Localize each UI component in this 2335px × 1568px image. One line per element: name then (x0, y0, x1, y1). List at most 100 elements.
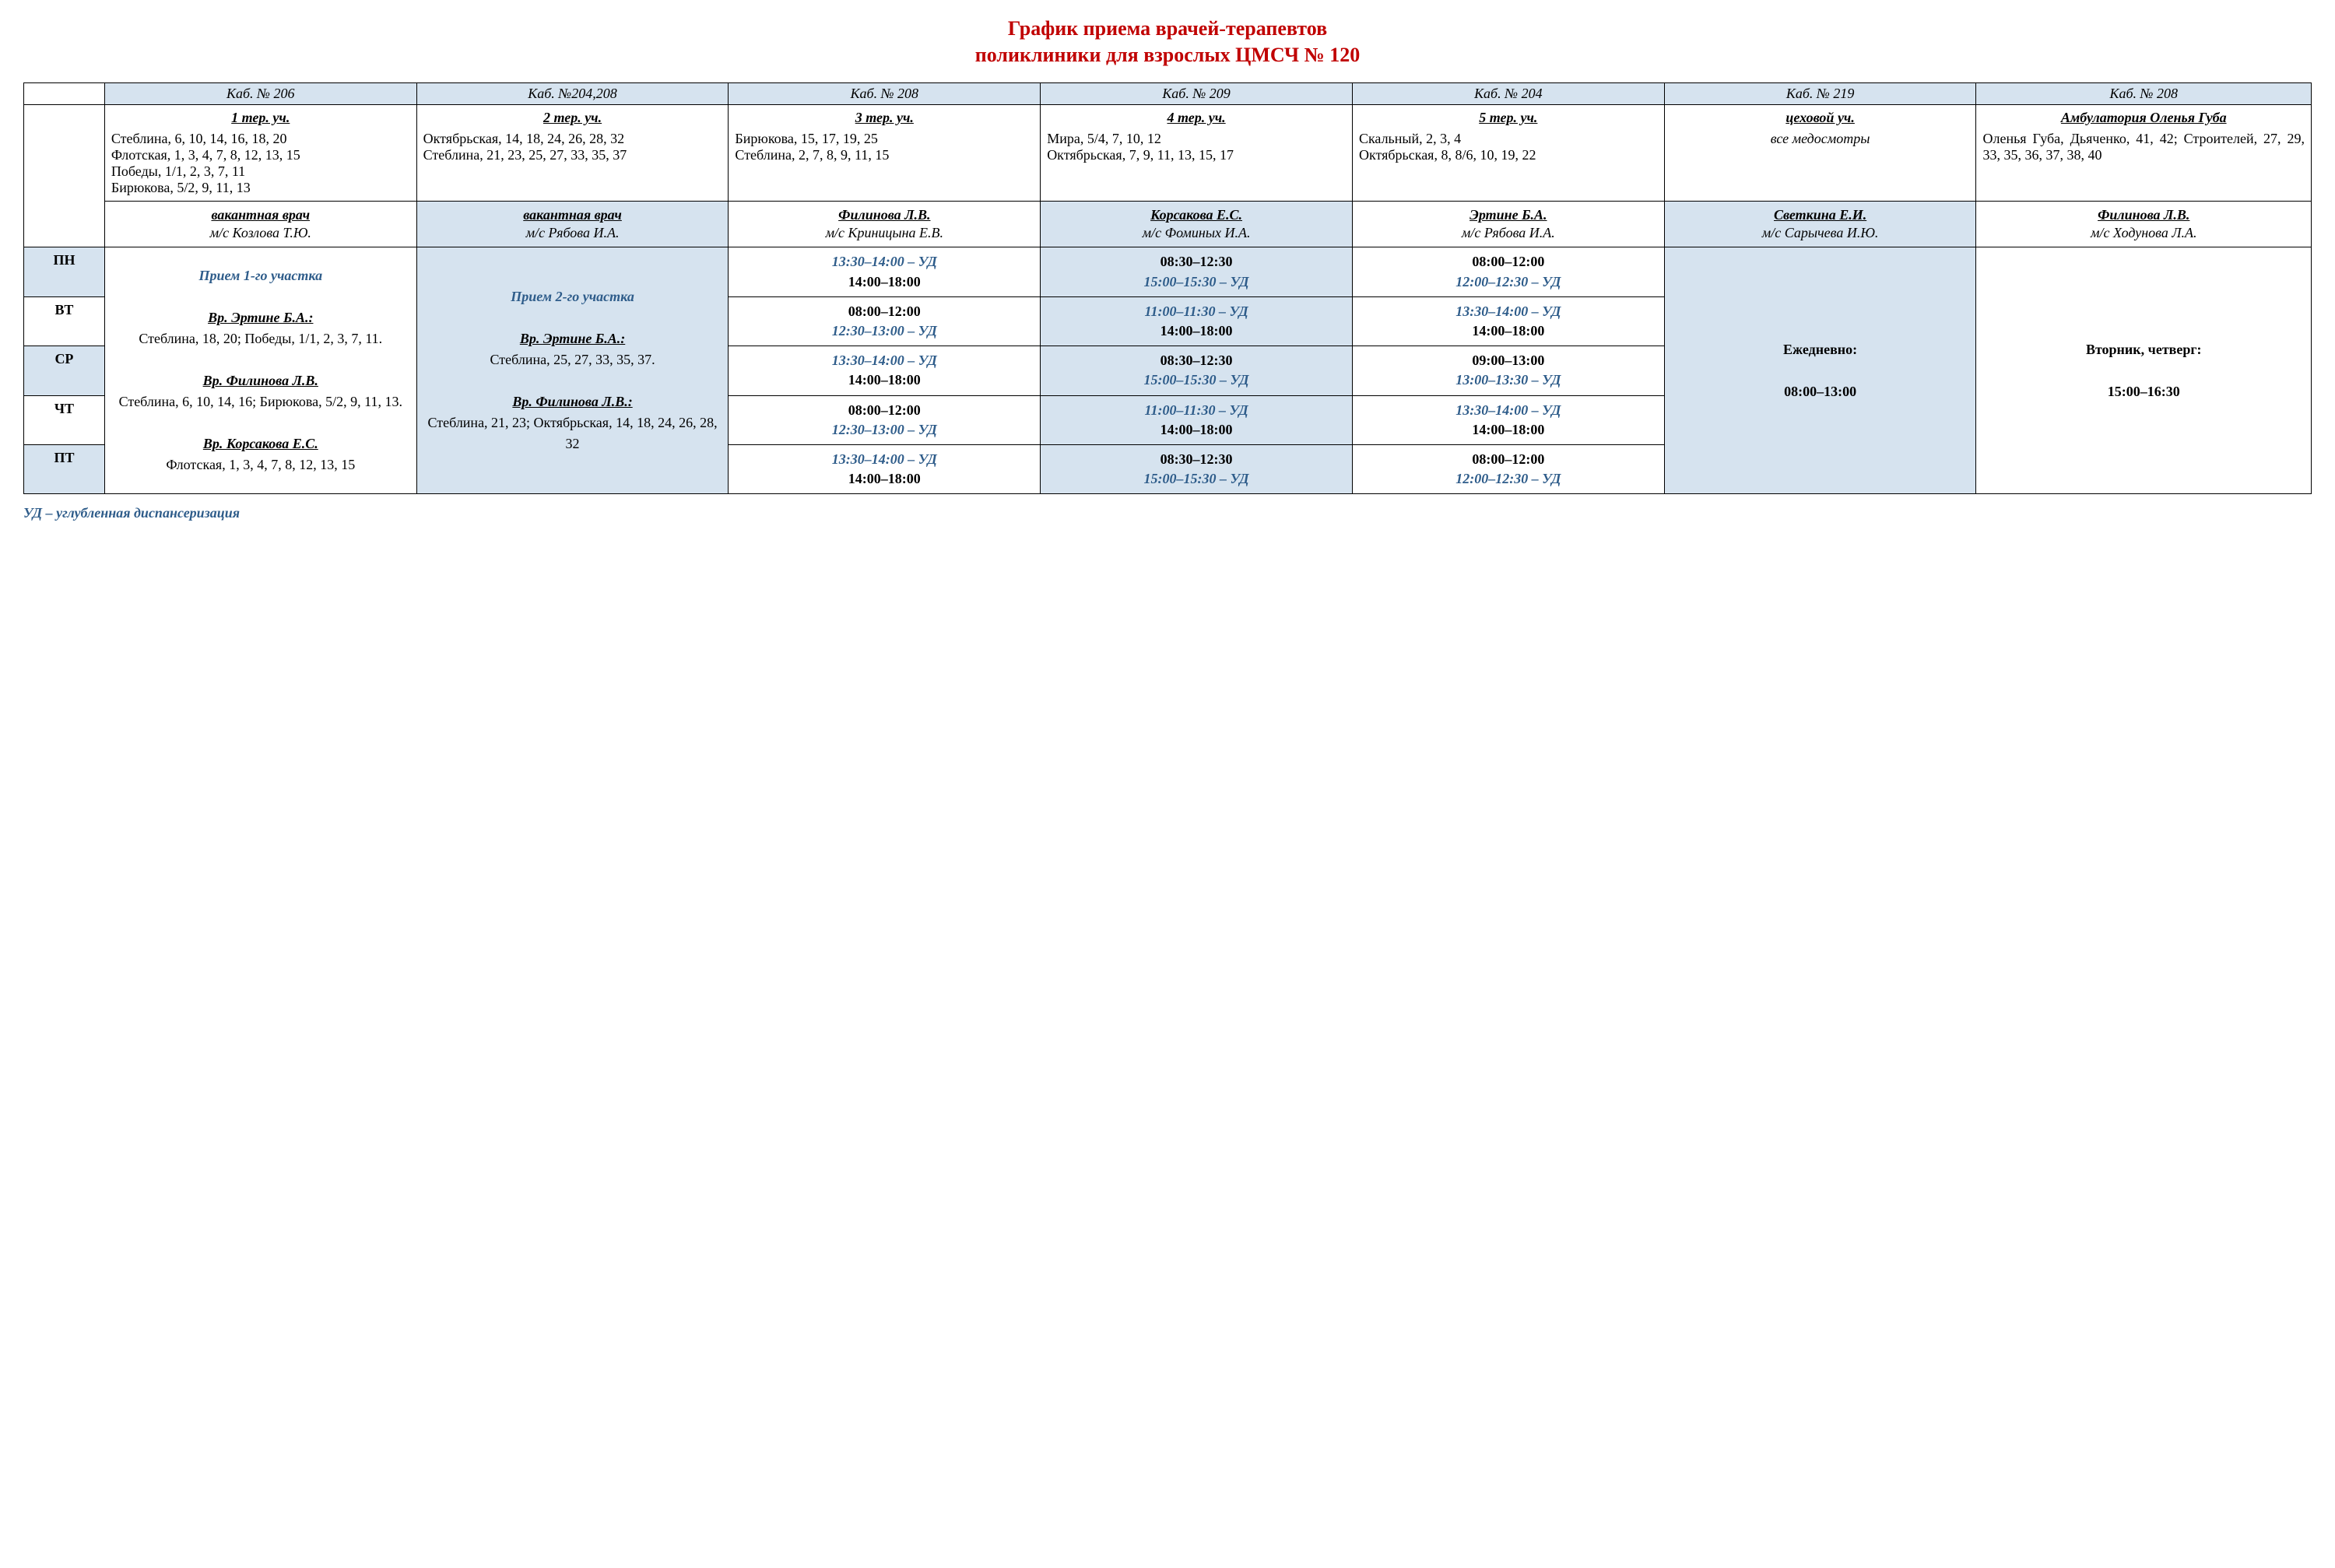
area-cell: 4 тер. уч. Мира, 5/4, 7, 10, 12 Октябрьс… (1041, 104, 1353, 201)
sched-c5-fri: 08:00–12:00 12:00–12:30 – УД (1352, 444, 1664, 493)
nurse-name: м/с Рябова И.А. (1462, 225, 1555, 240)
area-header: 1 тер. уч. (111, 110, 410, 126)
ud-time: 13:00–13:30 – УД (1455, 372, 1561, 388)
nurse-name: м/с Криницына Е.В. (826, 225, 943, 240)
main-time: 09:00–13:00 (1472, 353, 1544, 368)
main-time: 08:00–12:00 (848, 402, 921, 418)
col6-l1: Ежедневно: (1783, 342, 1857, 357)
page-title: График приема врачей-терапевтов поликлин… (23, 16, 2312, 68)
doctor-cell: вакантная врач м/с Рябова И.А. (416, 201, 729, 247)
col2-doc1: Вр. Эртине Б.А.: (423, 328, 722, 349)
col2-doc2: Вр. Филинова Л.В.: (423, 391, 722, 412)
col2-doc1-txt: Стеблина, 25, 27, 33, 35, 37. (423, 349, 722, 370)
ud-time: 11:00–11:30 – УД (1145, 303, 1248, 319)
area-addresses: Бирюкова, 15, 17, 19, 25 Стеблина, 2, 7,… (735, 131, 1034, 163)
sched-c5-wed: 09:00–13:00 13:00–13:30 – УД (1352, 346, 1664, 395)
sched-c4-thu: 11:00–11:30 – УД 14:00–18:00 (1041, 395, 1353, 444)
main-time: 14:00–18:00 (848, 471, 921, 486)
col1-doc2-txt: Стеблина, 6, 10, 14, 16; Бирюкова, 5/2, … (111, 391, 410, 412)
area-cell: цеховой уч. все медосмотры (1664, 104, 1976, 201)
footnote: УД – углубленная диспансеризация (23, 505, 2312, 521)
main-time: 14:00–18:00 (848, 274, 921, 289)
area-addresses: Октябрьская, 14, 18, 24, 26, 28, 32 Стеб… (423, 131, 722, 163)
col1-doc2: Вр. Филинова Л.В. (111, 370, 410, 391)
col7-merged: Вторник, четверг: 15:00–16:30 (1976, 247, 2312, 494)
ud-time: 15:00–15:30 – УД (1144, 274, 1249, 289)
sched-c3-mon: 13:30–14:00 – УД 14:00–18:00 (729, 247, 1041, 296)
main-time: 14:00–18:00 (1472, 422, 1544, 437)
area-addresses: Мира, 5/4, 7, 10, 12 Октябрьская, 7, 9, … (1047, 131, 1346, 163)
schedule-table: Каб. № 206 Каб. №204,208 Каб. № 208 Каб.… (23, 82, 2312, 495)
ud-time: 12:30–13:00 – УД (832, 422, 937, 437)
ud-time: 12:00–12:30 – УД (1455, 274, 1561, 289)
col2-merged: Прием 2-го участка Вр. Эртине Б.А.: Стеб… (416, 247, 729, 494)
col1-title: Прием 1-го участка (111, 265, 410, 286)
sched-c4-fri: 08:30–12:30 15:00–15:30 – УД (1041, 444, 1353, 493)
area-subtext: все медосмотры (1671, 131, 1970, 147)
col1-merged: Прием 1-го участка Вр. Эртине Б.А.: Стеб… (104, 247, 416, 494)
room-header: Каб. № 204 (1352, 82, 1664, 104)
main-time: 08:30–12:30 (1160, 254, 1233, 269)
day-tue: ВТ (24, 296, 105, 346)
doctor-name: Эртине Б.А. (1469, 207, 1547, 223)
doctor-cell: вакантная врач м/с Козлова Т.Ю. (104, 201, 416, 247)
doctor-name: вакантная врач (523, 207, 622, 223)
room-header: Каб. № 208 (729, 82, 1041, 104)
sched-c5-thu: 13:30–14:00 – УД 14:00–18:00 (1352, 395, 1664, 444)
ud-time: 13:30–14:00 – УД (832, 451, 937, 467)
area-addresses: Стеблина, 6, 10, 14, 16, 18, 20 Флотская… (111, 131, 410, 196)
ud-time: 12:30–13:00 – УД (832, 323, 937, 339)
main-time: 08:30–12:30 (1160, 451, 1233, 467)
sched-c5-mon: 08:00–12:00 12:00–12:30 – УД (1352, 247, 1664, 296)
col2-doc2-txt: Стеблина, 21, 23; Октябрьская, 14, 18, 2… (423, 412, 722, 454)
doctor-name: Корсакова Е.С. (1150, 207, 1242, 223)
main-time: 14:00–18:00 (1472, 323, 1544, 339)
room-header: Каб. № 208 (1976, 82, 2312, 104)
sched-c3-fri: 13:30–14:00 – УД 14:00–18:00 (729, 444, 1041, 493)
doctor-name: Филинова Л.В. (2098, 207, 2189, 223)
day-thu: ЧТ (24, 395, 105, 444)
nurse-name: м/с Сарычева И.Ю. (1762, 225, 1879, 240)
corner-cell (24, 82, 105, 104)
main-time: 14:00–18:00 (1160, 422, 1233, 437)
area-cell: Амбулатория Оленья Губа Оленья Губа, Дья… (1976, 104, 2312, 201)
sched-c4-tue: 11:00–11:30 – УД 14:00–18:00 (1041, 296, 1353, 346)
col1-doc1: Вр. Эртине Б.А.: (111, 307, 410, 328)
col7-l2: 15:00–16:30 (2108, 384, 2180, 399)
col7-l1: Вторник, четверг: (2086, 342, 2202, 357)
sched-c5-tue: 13:30–14:00 – УД 14:00–18:00 (1352, 296, 1664, 346)
main-time: 08:00–12:00 (1472, 254, 1544, 269)
sched-c3-tue: 08:00–12:00 12:30–13:00 – УД (729, 296, 1041, 346)
ud-time: 13:30–14:00 – УД (832, 353, 937, 368)
doctor-cell: Светкина Е.И. м/с Сарычева И.Ю. (1664, 201, 1976, 247)
col2-title: Прием 2-го участка (423, 286, 722, 307)
sched-c3-thu: 08:00–12:00 12:30–13:00 – УД (729, 395, 1041, 444)
area-cell: 3 тер. уч. Бирюкова, 15, 17, 19, 25 Стеб… (729, 104, 1041, 201)
doctor-cell: Эртине Б.А. м/с Рябова И.А. (1352, 201, 1664, 247)
room-header: Каб. № 209 (1041, 82, 1353, 104)
main-time: 08:00–12:00 (848, 303, 921, 319)
day-wed: СР (24, 346, 105, 395)
sched-c4-mon: 08:30–12:30 15:00–15:30 – УД (1041, 247, 1353, 296)
area-cell: 5 тер. уч. Скальный, 2, 3, 4 Октябрьская… (1352, 104, 1664, 201)
nurse-name: м/с Фоминых И.А. (1143, 225, 1251, 240)
doctor-cell: Филинова Л.В. м/с Криницына Е.В. (729, 201, 1041, 247)
main-time: 14:00–18:00 (1160, 323, 1233, 339)
ud-time: 13:30–14:00 – УД (832, 254, 937, 269)
area-cell: 2 тер. уч. Октябрьская, 14, 18, 24, 26, … (416, 104, 729, 201)
room-header: Каб. № 219 (1664, 82, 1976, 104)
nurse-name: м/с Козлова Т.Ю. (210, 225, 311, 240)
nurse-name: м/с Ходунова Л.А. (2091, 225, 2197, 240)
col6-merged: Ежедневно: 08:00–13:00 (1664, 247, 1976, 494)
title-line-2: поликлиники для взрослых ЦМСЧ № 120 (975, 44, 1360, 66)
ud-time: 13:30–14:00 – УД (1455, 303, 1561, 319)
doctor-name: Филинова Л.В. (838, 207, 930, 223)
col6-l2: 08:00–13:00 (1784, 384, 1856, 399)
area-header: цеховой уч. (1671, 110, 1970, 126)
day-fri: ПТ (24, 444, 105, 493)
doctor-name: вакантная врач (211, 207, 310, 223)
col1-doc1-txt: Стеблина, 18, 20; Победы, 1/1, 2, 3, 7, … (111, 328, 410, 349)
nurse-name: м/с Рябова И.А. (526, 225, 620, 240)
area-addresses: Скальный, 2, 3, 4 Октябрьская, 8, 8/6, 1… (1359, 131, 1658, 163)
col1-doc3: Вр. Корсакова Е.С. (111, 433, 410, 454)
